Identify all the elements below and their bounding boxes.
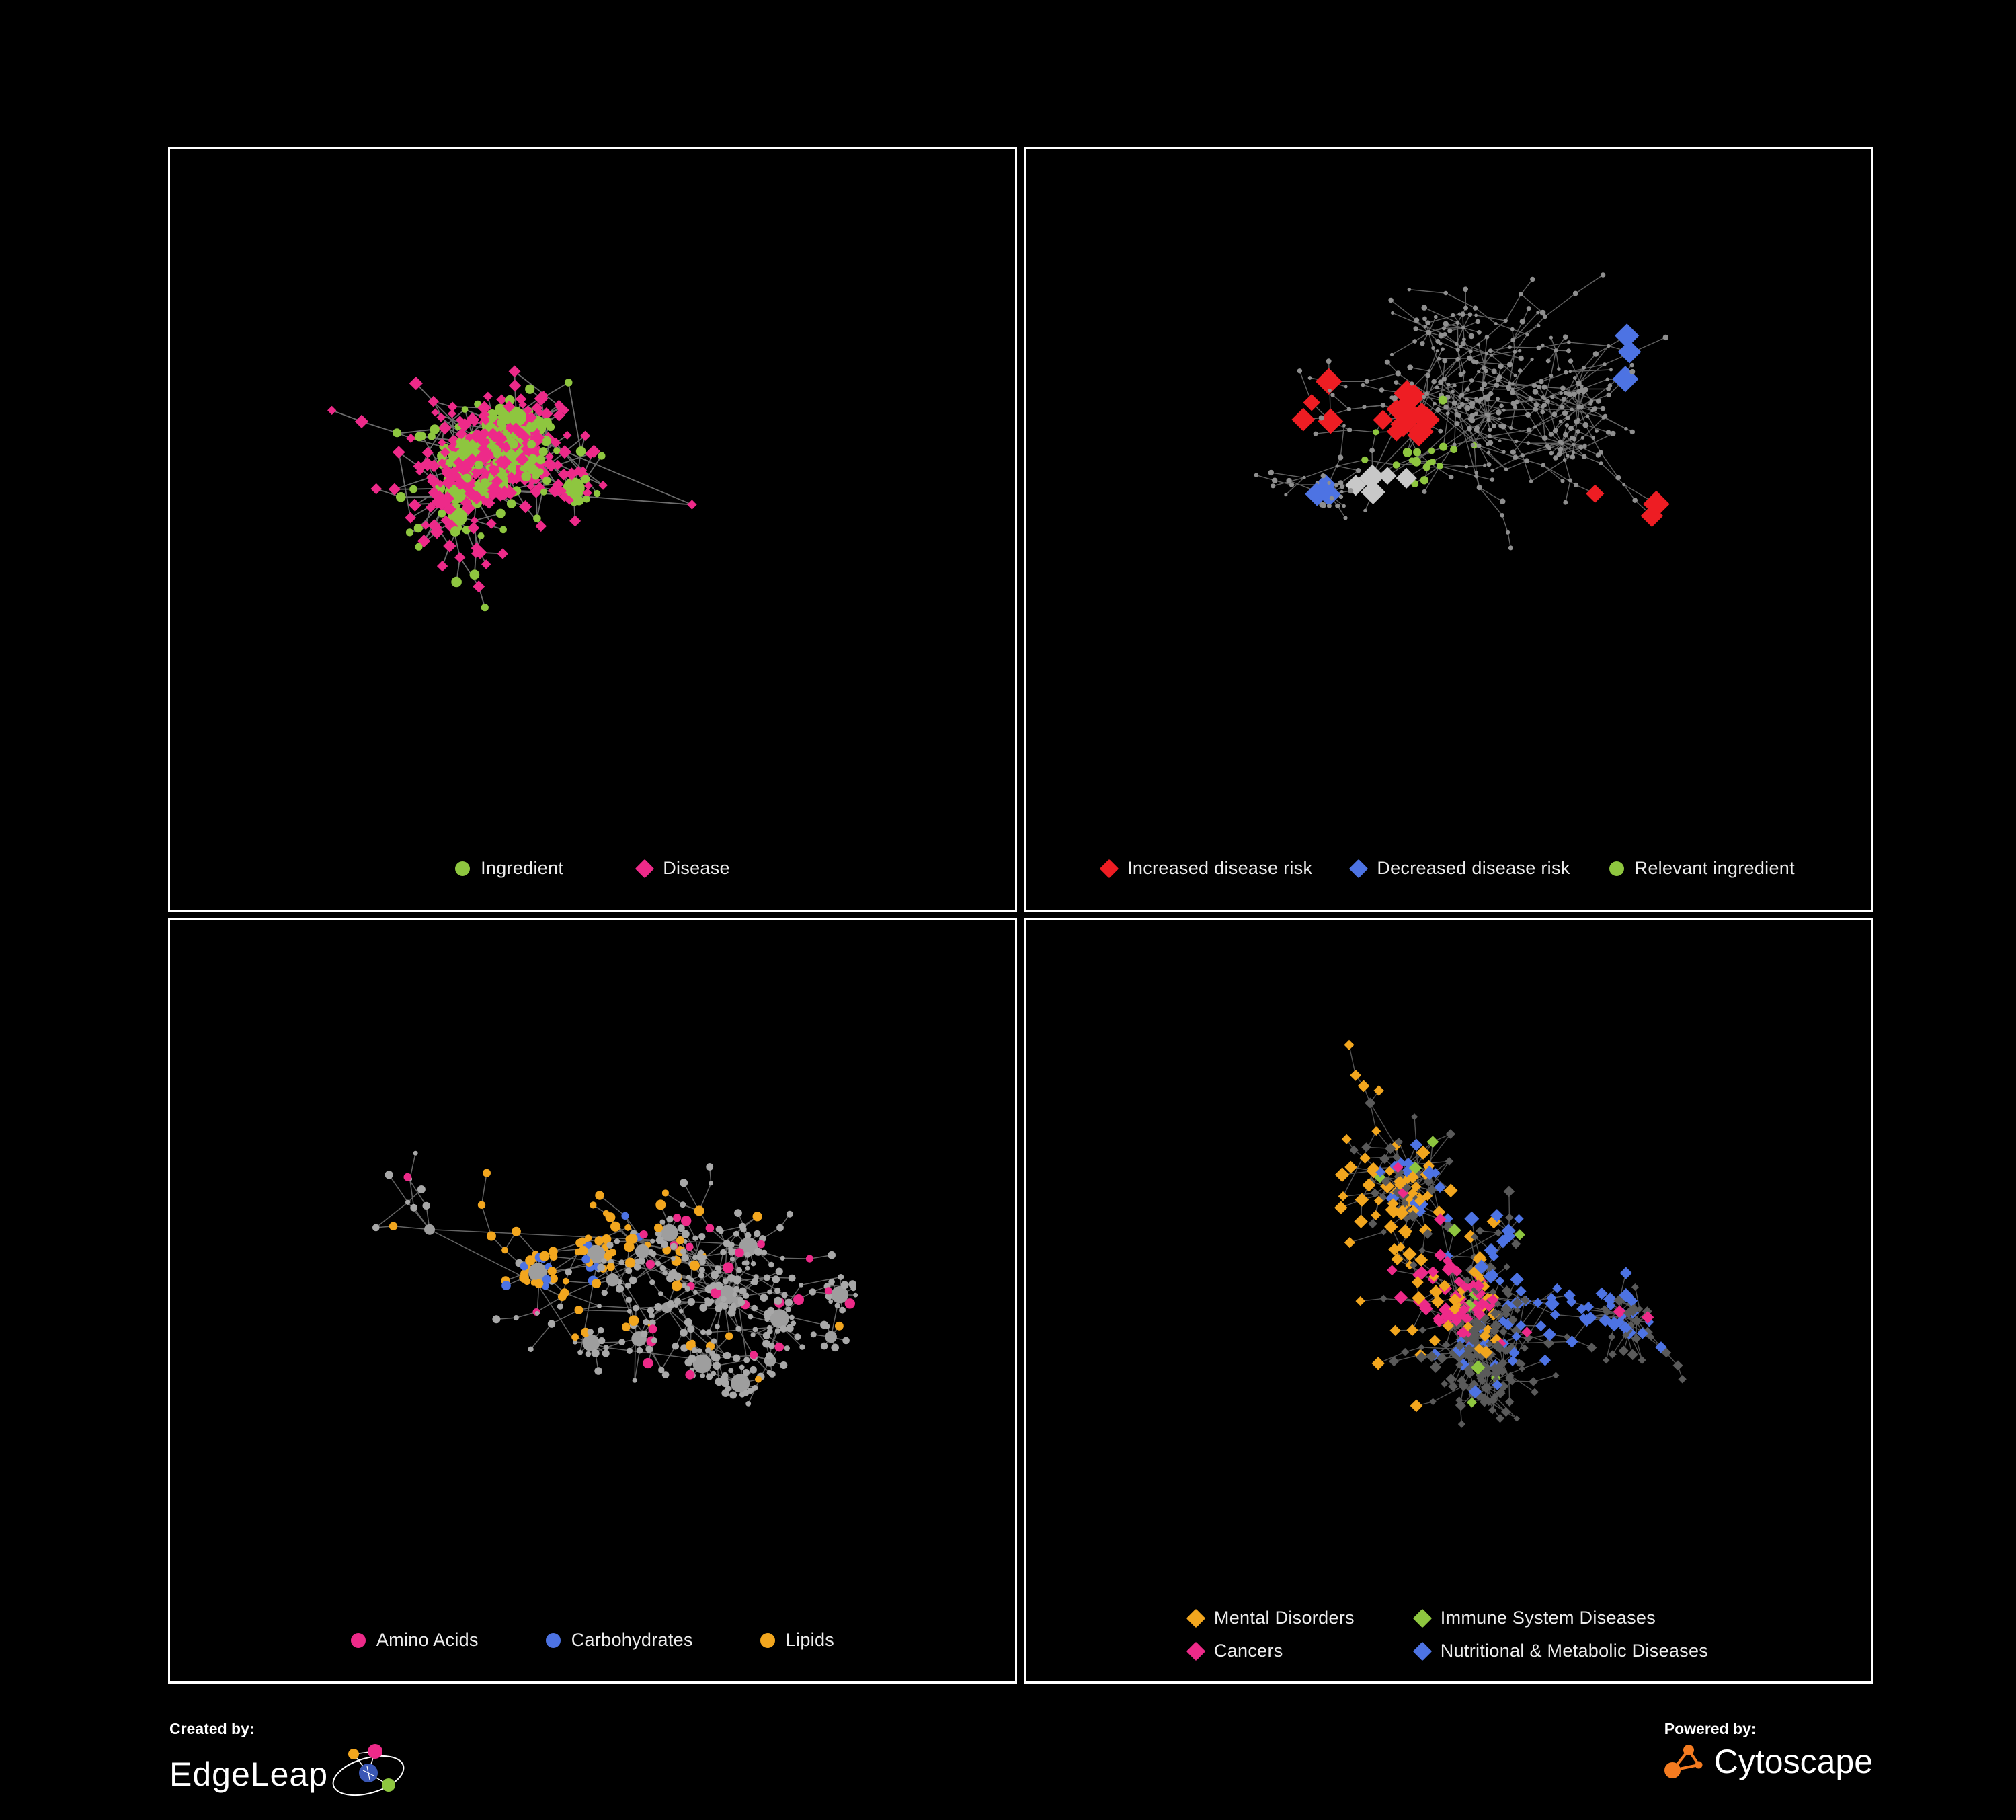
mental-disorders-marker-icon: [1186, 1608, 1206, 1628]
cancers-marker-icon: [1186, 1641, 1206, 1661]
edgeleap-logo-text: EdgeLeap: [169, 1755, 329, 1793]
legend-item: Ingredient: [455, 858, 563, 879]
nutritional-diseases-marker-icon: [1412, 1641, 1433, 1661]
created-by-label: Created by:: [169, 1720, 255, 1737]
legend-label: Disease: [663, 858, 730, 878]
edgeleap-logo-icon: [332, 1744, 405, 1796]
legend-item: Carbohydrates: [545, 1630, 693, 1651]
panel-macronutrients: Amino Acids Carbohydrates Lipids: [168, 918, 1017, 1684]
legend-disease-classes: Mental Disorders Immune System Diseases …: [1026, 1608, 1871, 1661]
legend-label: Ingredient: [481, 858, 564, 878]
legend-ingredient-disease: Ingredient Disease: [170, 858, 1015, 879]
legend-item: Mental Disorders: [1186, 1608, 1355, 1628]
legend-item: Amino Acids: [350, 1630, 479, 1651]
legend-item: Decreased disease risk: [1349, 858, 1570, 879]
legend-label: Mental Disorders: [1213, 1608, 1355, 1628]
legend-macronutrients: Amino Acids Carbohydrates Lipids: [170, 1630, 1015, 1651]
figure-grid: Ingredient Disease Increased disease ris…: [168, 147, 1873, 1684]
legend-item: Disease: [635, 858, 730, 879]
footer-created-by: Created by: EdgeLeap: [169, 1720, 409, 1808]
carbohydrates-marker-icon: [545, 1632, 561, 1648]
network-disease-risk: [1254, 272, 1670, 551]
network-macronutrients: [372, 1150, 858, 1407]
panel-disease-classes: Mental Disorders Immune System Diseases …: [1024, 918, 1873, 1684]
legend-label: Nutritional & Metabolic Diseases: [1440, 1640, 1709, 1661]
legend-label: Carbohydrates: [571, 1630, 693, 1650]
legend-label: Cancers: [1213, 1640, 1283, 1661]
amino-acids-marker-icon: [350, 1632, 366, 1648]
network-disease-classes: [1334, 1039, 1687, 1428]
increased-risk-marker-icon: [1099, 859, 1119, 878]
immune-diseases-marker-icon: [1412, 1608, 1433, 1628]
legend-label: Amino Acids: [376, 1630, 479, 1650]
cytoscape-logo-icon: [1664, 1745, 1703, 1778]
legend-disease-risk: Increased disease risk Decreased disease…: [1026, 858, 1871, 879]
powered-by-label: Powered by:: [1664, 1720, 1757, 1737]
legend-label: Increased disease risk: [1127, 858, 1313, 878]
legend-label: Immune System Diseases: [1440, 1608, 1656, 1628]
legend-item: Nutritional & Metabolic Diseases: [1412, 1640, 1709, 1661]
legend-item: Cancers: [1186, 1640, 1355, 1661]
relevant-ingredient-marker-icon: [1609, 861, 1624, 876]
legend-label: Relevant ingredient: [1634, 858, 1795, 878]
disease-marker-icon: [635, 859, 655, 878]
decreased-risk-marker-icon: [1349, 859, 1369, 878]
cytoscape-logo-text: Cytoscape: [1713, 1743, 1873, 1780]
footer-powered-by: Powered by: Cytoscape: [1662, 1720, 1873, 1781]
lipids-marker-icon: [760, 1632, 775, 1648]
network-ingredient-disease: [327, 365, 697, 612]
legend-item: Increased disease risk: [1099, 858, 1313, 879]
legend-item: Relevant ingredient: [1609, 858, 1795, 879]
panel-ingredient-disease: Ingredient Disease: [168, 147, 1017, 912]
legend-item: Lipids: [760, 1630, 834, 1651]
legend-label: Decreased disease risk: [1377, 858, 1570, 878]
ingredient-marker-icon: [455, 861, 471, 876]
legend-item: Immune System Diseases: [1412, 1608, 1708, 1628]
panel-disease-risk: Increased disease risk Decreased disease…: [1024, 147, 1873, 912]
legend-label: Lipids: [785, 1630, 835, 1650]
